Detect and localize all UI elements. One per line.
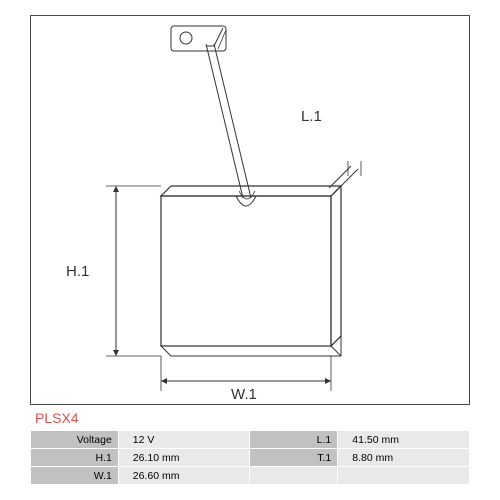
height-label: H.1 (66, 263, 89, 280)
spec-val (338, 467, 470, 485)
dim-height: H.1 (66, 186, 161, 356)
spec-val: 26.10 mm (118, 449, 250, 467)
width-label: W.1 (231, 386, 257, 403)
spec-key: Voltage (31, 431, 119, 449)
spec-val: 41.50 mm (338, 431, 470, 449)
terminal-lug (171, 26, 226, 51)
technical-drawing: H.1 W.1 L.1 (31, 16, 469, 404)
spec-table: Voltage12 VL.141.50 mmH.126.10 mmT.18.80… (30, 430, 470, 485)
spec-key: H.1 (31, 449, 119, 467)
spec-row: Voltage12 VL.141.50 mm (31, 431, 470, 449)
lead-entry (236, 191, 256, 206)
spec-key: W.1 (31, 467, 119, 485)
dim-width: W.1 (161, 356, 331, 403)
spec-key: L.1 (250, 431, 338, 449)
lead-label: L.1 (301, 108, 322, 125)
lead-wire (206, 44, 251, 198)
diagram-frame: H.1 W.1 L.1 (30, 15, 470, 405)
spec-row: H.126.10 mmT.18.80 mm (31, 449, 470, 467)
spec-val: 8.80 mm (338, 449, 470, 467)
spec-key (250, 467, 338, 485)
spec-val: 12 V (118, 431, 250, 449)
spec-val: 26.60 mm (118, 467, 250, 485)
spec-key: T.1 (250, 449, 338, 467)
part-number: PLSX4 (35, 410, 79, 426)
spec-row: W.126.60 mm (31, 467, 470, 485)
brush-body (161, 186, 341, 356)
